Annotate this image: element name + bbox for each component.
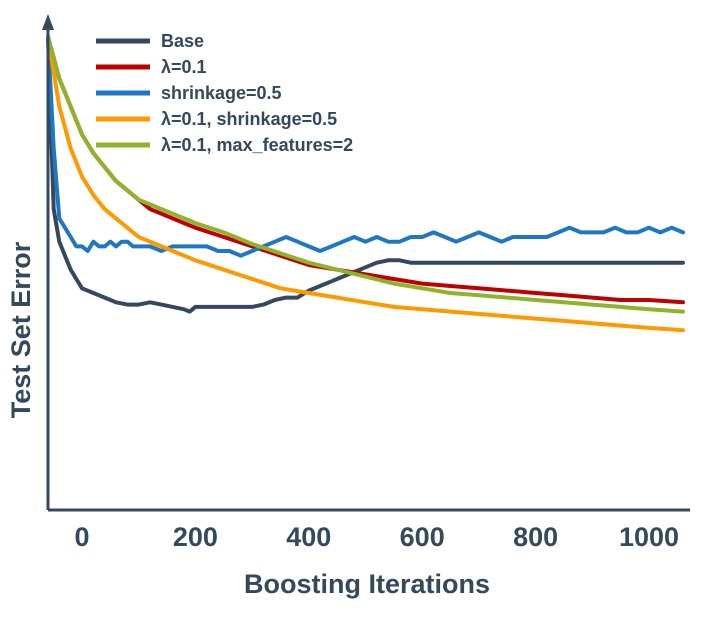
series-lines <box>46 34 685 333</box>
series-line-0 <box>46 34 685 314</box>
series-line-2 <box>46 34 685 258</box>
legend-label-3: λ=0.1, shrinkage=0.5 <box>161 109 337 129</box>
x-tick-label: 800 <box>513 522 558 552</box>
series-line-4 <box>46 34 685 314</box>
x-axis-title: Boosting Iterations <box>244 569 490 599</box>
x-tick-label: 400 <box>286 522 331 552</box>
legend-label-2: shrinkage=0.5 <box>161 83 282 103</box>
axes <box>42 14 690 512</box>
x-tick-labels: 0 200 400 600 800 1000 <box>74 522 679 552</box>
legend-label-0: Base <box>161 31 204 51</box>
x-tick-label: 200 <box>173 522 218 552</box>
series-line-3 <box>46 34 685 333</box>
legend: Base λ=0.1 shrinkage=0.5 λ=0.1, shrinkage=0… <box>96 31 353 155</box>
y-axis-arrow <box>42 14 54 30</box>
x-tick-label: 0 <box>74 522 89 552</box>
legend-label-1: λ=0.1 <box>161 57 207 77</box>
legend-label-4: λ=0.1, max_features=2 <box>161 135 353 155</box>
x-tick-label: 1000 <box>619 522 679 552</box>
x-tick-label: 600 <box>400 522 445 552</box>
y-axis-title: Test Set Error <box>6 241 36 418</box>
